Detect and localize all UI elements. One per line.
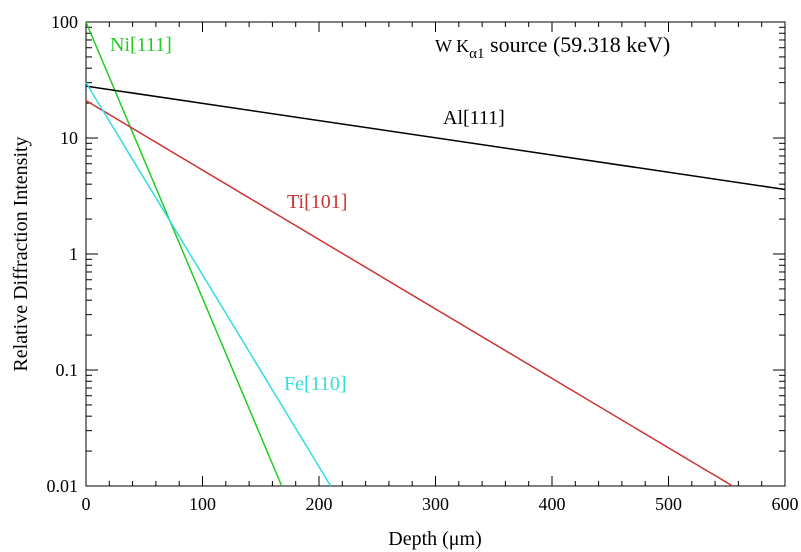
series-labels: Ni[111] Al[111] Ti[101] Fe[110] <box>110 34 505 395</box>
y-tick-label: 100 <box>51 12 78 32</box>
series-line <box>85 99 733 487</box>
y-tick-label: 1 <box>69 244 78 264</box>
series-label: Fe[110] <box>284 373 347 395</box>
y-tick-label: 0.01 <box>47 476 79 496</box>
x-tick-label: 200 <box>306 494 333 514</box>
y-axis-label: Relative Diffraction Intensity <box>10 136 32 371</box>
series-line <box>85 85 786 191</box>
source-annotation: W Kα1 source (59.318 keV) <box>435 32 670 62</box>
y-tick-label: 0.1 <box>56 360 79 380</box>
series-line <box>85 82 332 487</box>
series-lines <box>85 21 786 487</box>
series-label: Ti[101] <box>287 191 347 213</box>
x-axis-label: Depth (μm) <box>388 528 481 550</box>
x-tick-label: 500 <box>655 494 682 514</box>
source-suffix: source (59.318 keV) <box>485 32 671 57</box>
x-tick-label: 100 <box>189 494 216 514</box>
source-prefix: W K <box>435 36 469 56</box>
plot-frame <box>85 21 786 487</box>
x-tick-label: 300 <box>422 494 449 514</box>
series-label: Al[111] <box>443 107 505 129</box>
series-line <box>85 21 283 487</box>
axis-ticks <box>85 22 786 487</box>
x-tick-label: 0 <box>82 494 91 514</box>
x-tick-label: 400 <box>539 494 566 514</box>
x-tick-label: 600 <box>772 494 799 514</box>
axis-tick-labels: 0 100 200 300 400 500 600 0.01 0.1 1 10 100 <box>47 12 799 514</box>
source-subscript: α1 <box>469 46 484 62</box>
y-tick-label: 10 <box>60 128 78 148</box>
series-label: Ni[111] <box>110 34 172 56</box>
